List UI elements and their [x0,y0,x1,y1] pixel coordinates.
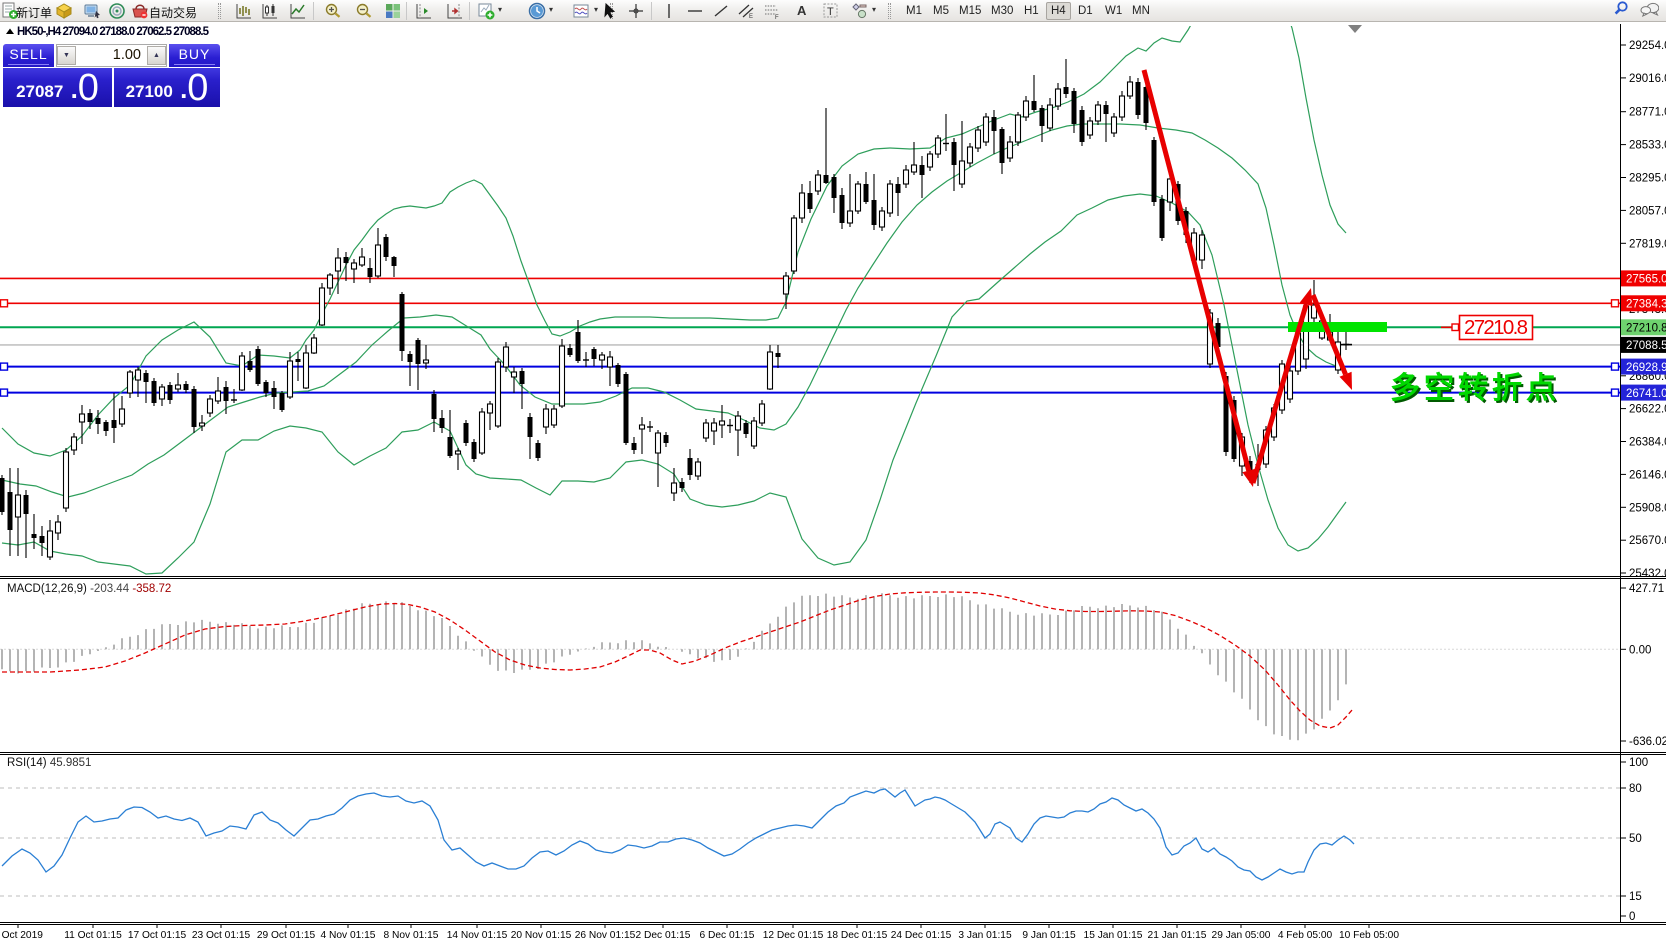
svg-text:10 Feb 05:00: 10 Feb 05:00 [1339,930,1399,941]
svg-text:F: F [775,15,779,20]
svg-text:27210.8: 27210.8 [1626,323,1666,335]
svg-text:26384.0: 26384.0 [1629,437,1666,449]
svg-text:15 Jan 01:15: 15 Jan 01:15 [1084,930,1143,941]
svg-text:0: 0 [1629,911,1635,923]
svg-text:25432.0: 25432.0 [1629,568,1666,580]
svg-text:26 Nov 01:15: 26 Nov 01:15 [575,930,636,941]
svg-text:E: E [749,14,753,20]
svg-text:17 Oct 01:15: 17 Oct 01:15 [128,930,187,941]
svg-text:11 Oct 01:15: 11 Oct 01:15 [64,930,122,941]
svg-text:多空转折点: 多空转折点 [1390,372,1560,405]
svg-text:MACD(12,26,9) -203.44 -358.72: MACD(12,26,9) -203.44 -358.72 [7,583,171,595]
svg-text:8 Nov 01:15: 8 Nov 01:15 [384,930,439,941]
svg-text:27565.0: 27565.0 [1626,274,1666,286]
svg-text:12 Dec 01:15: 12 Dec 01:15 [763,930,824,941]
svg-text:RSI(14) 45.9851: RSI(14) 45.9851 [7,757,91,769]
svg-text:23 Oct 01:15: 23 Oct 01:15 [192,930,251,941]
svg-text:25670.0: 25670.0 [1629,535,1666,547]
svg-text:29254.0: 29254.0 [1629,40,1666,52]
svg-text:24 Dec 01:15: 24 Dec 01:15 [891,930,952,941]
svg-text:2 Dec 01:15: 2 Dec 01:15 [636,930,691,941]
svg-text:HK50-,H4 27094.0 27188.0 2706: HK50-,H4 27094.0 27188.0 27062.5 27088.5 [17,26,210,38]
svg-text:50: 50 [1629,833,1642,845]
svg-text:15: 15 [1629,891,1642,903]
svg-text:28057.0: 28057.0 [1629,205,1666,217]
svg-text:多空转折点: 多空转折点 [1392,374,1562,407]
svg-text:3 Jan 01:15: 3 Jan 01:15 [958,930,1012,941]
svg-text:80: 80 [1629,783,1642,795]
svg-text:4 Oct 2019: 4 Oct 2019 [0,930,43,941]
svg-text:27819.0: 27819.0 [1629,238,1666,250]
svg-text:27384.3: 27384.3 [1626,299,1666,311]
svg-text:26741.0: 26741.0 [1626,388,1666,400]
svg-text:100: 100 [1629,757,1648,769]
svg-text:28295.0: 28295.0 [1629,173,1666,185]
svg-text:29 Jan 05:00: 29 Jan 05:00 [1212,930,1271,941]
svg-text:26928.9: 26928.9 [1626,362,1666,374]
svg-text:21 Jan 01:15: 21 Jan 01:15 [1148,930,1207,941]
svg-text:-636.02: -636.02 [1629,736,1666,748]
svg-text:14 Nov 01:15: 14 Nov 01:15 [447,930,508,941]
svg-text:28533.0: 28533.0 [1629,140,1666,152]
svg-text:26622.0: 26622.0 [1629,404,1666,416]
svg-text:4 Nov 01:15: 4 Nov 01:15 [321,930,376,941]
svg-text:20 Nov 01:15: 20 Nov 01:15 [511,930,572,941]
svg-text:28771.0: 28771.0 [1629,107,1666,119]
svg-text:0.00: 0.00 [1629,644,1651,656]
svg-text:427.71: 427.71 [1629,583,1664,595]
svg-text:25908.0: 25908.0 [1629,502,1666,514]
svg-text:27210.8: 27210.8 [1464,316,1528,339]
svg-text:4 Feb 05:00: 4 Feb 05:00 [1278,930,1333,941]
svg-text:26146.0: 26146.0 [1629,469,1666,481]
svg-text:18 Dec 01:15: 18 Dec 01:15 [827,930,888,941]
svg-text:T: T [827,6,834,18]
svg-text:9 Jan 01:15: 9 Jan 01:15 [1022,930,1076,941]
svg-text:27088.5: 27088.5 [1626,340,1666,352]
svg-text:6 Dec 01:15: 6 Dec 01:15 [700,930,755,941]
svg-text:29 Oct 01:15: 29 Oct 01:15 [257,930,316,941]
svg-text:29016.0: 29016.0 [1629,73,1666,85]
